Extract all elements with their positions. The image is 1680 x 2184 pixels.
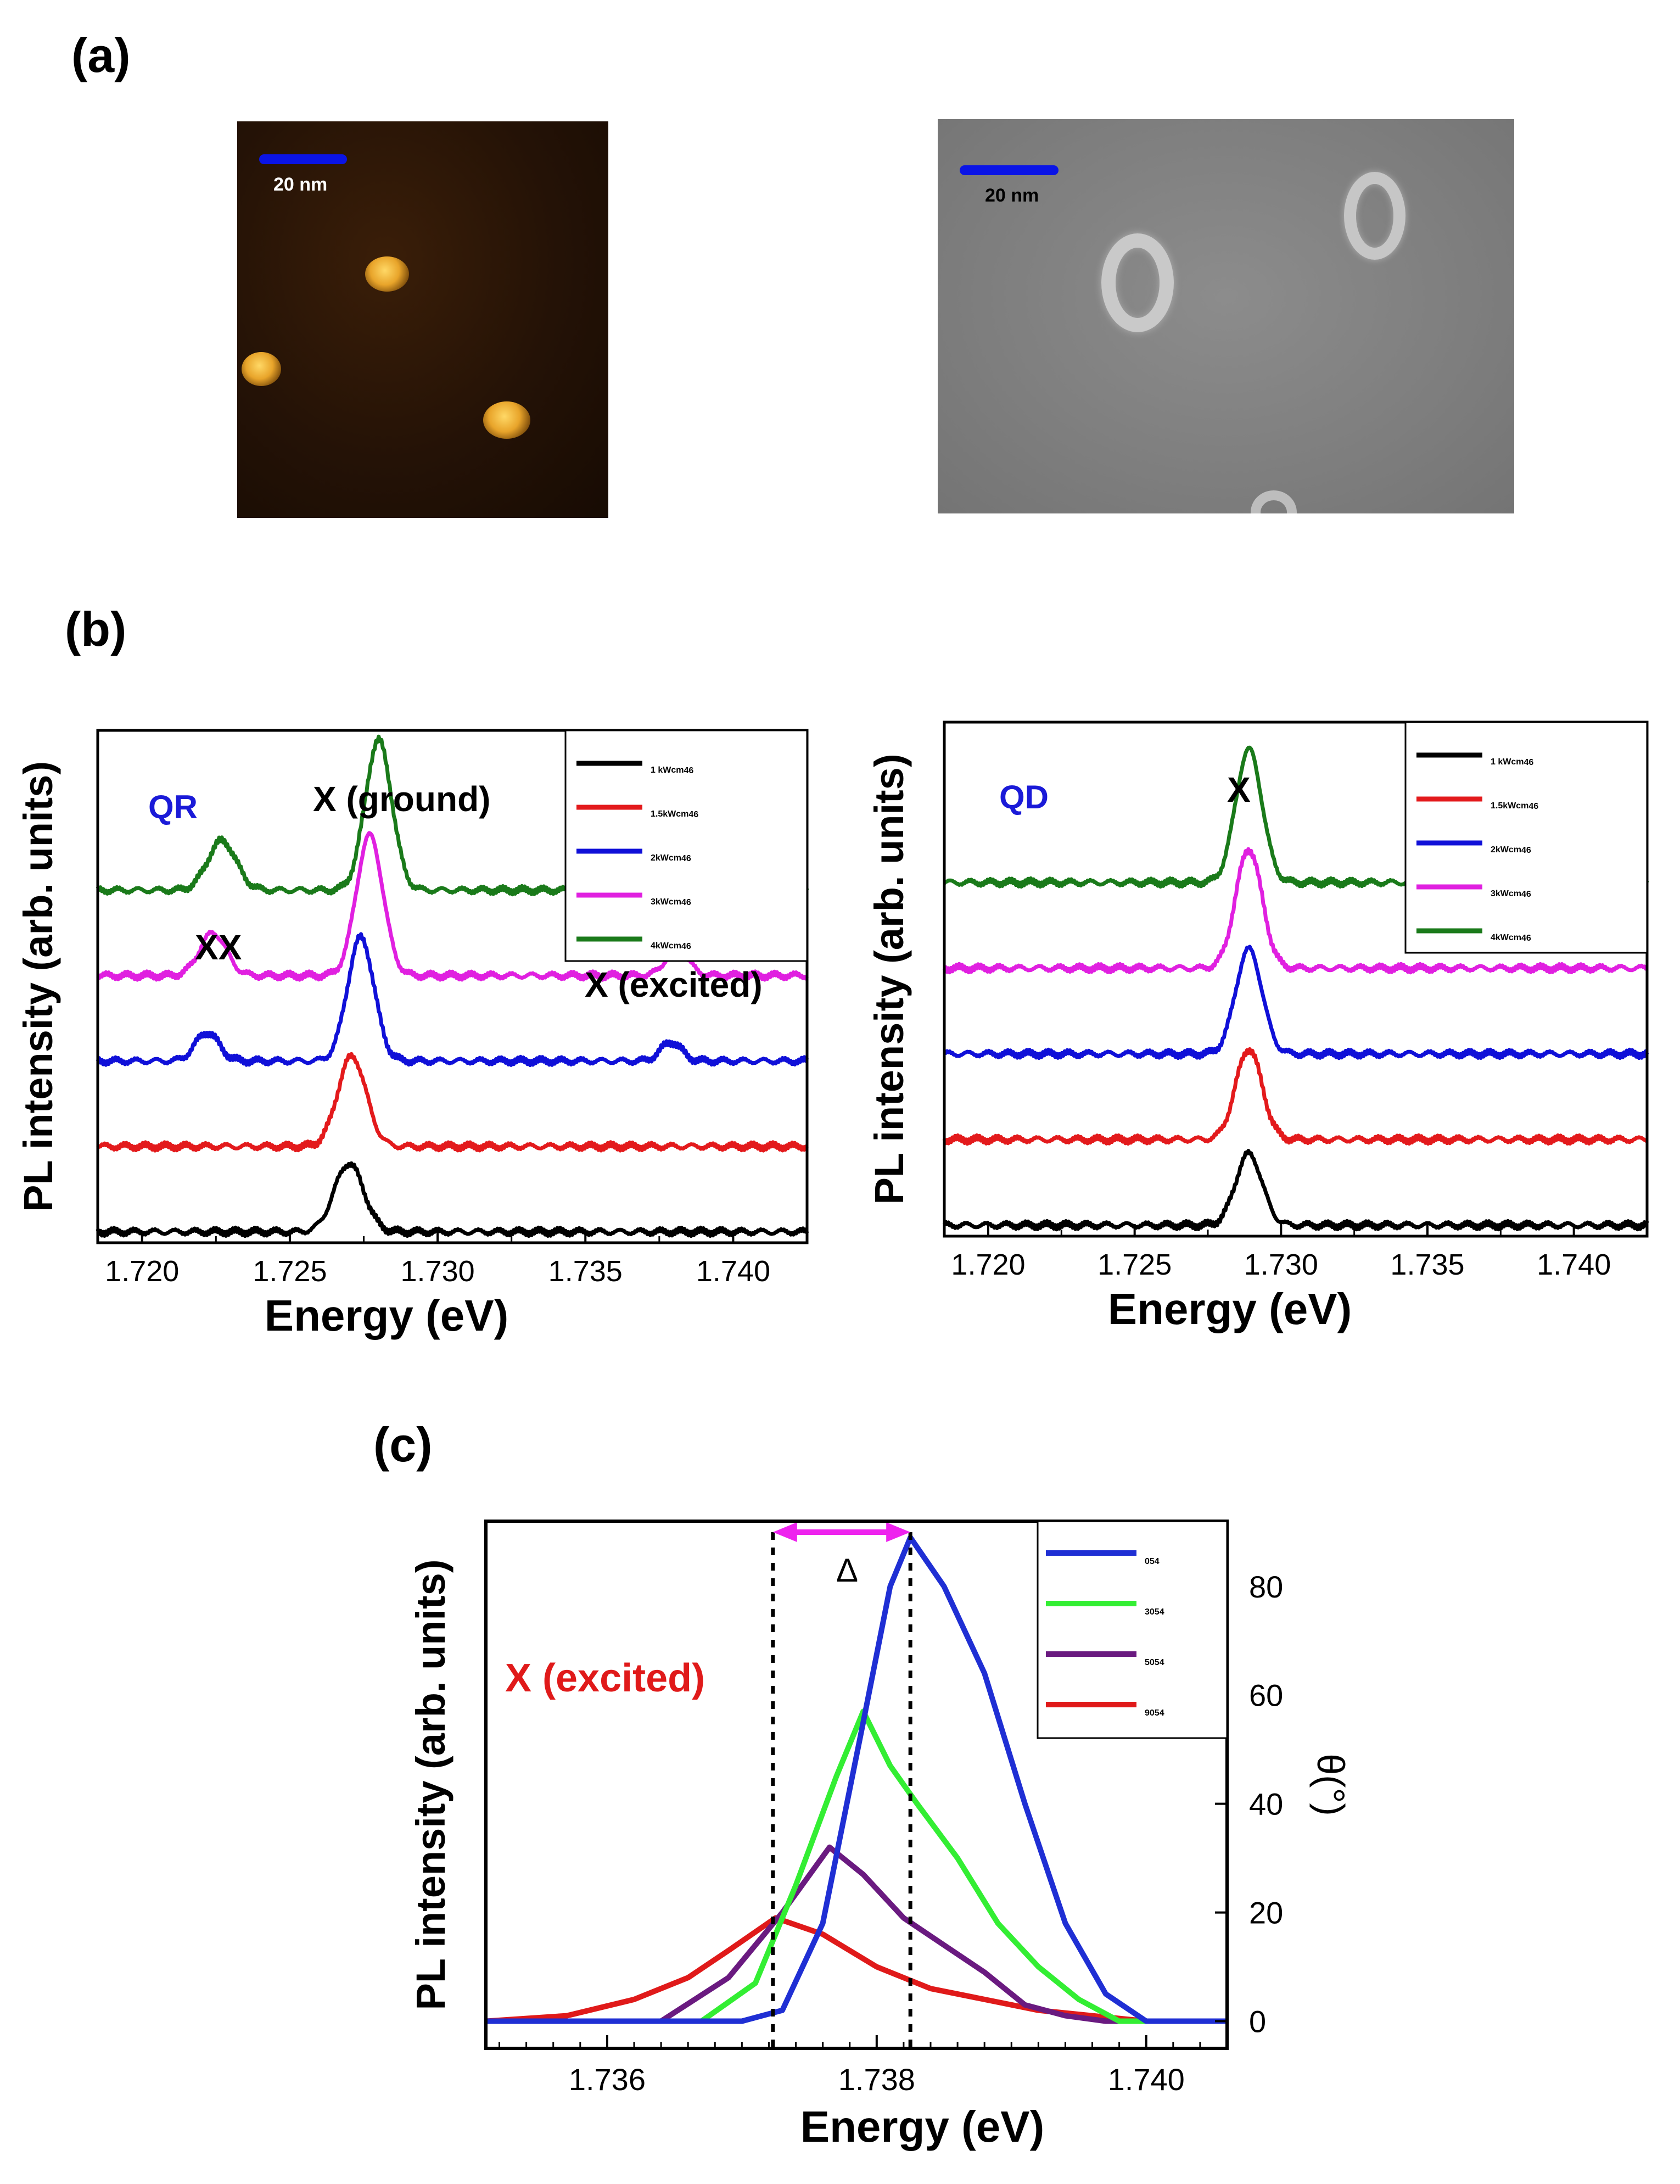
delta-arrow-head	[886, 1522, 911, 1542]
corner-label: QD	[999, 779, 1049, 815]
legend-label: 1 kWcm46	[1491, 757, 1533, 767]
y-axis-label: PL intensity (arb. units)	[15, 761, 61, 1212]
y-right-axis-label: θ(°)	[1309, 1753, 1352, 1816]
afm-scale-bar	[259, 154, 347, 164]
qd-spectrum-chart: 1.720 1.725 1.730 1.735 1.740 Energy (eV) PL i…	[866, 720, 1649, 1333]
series-line	[486, 1708, 1227, 2024]
x-tick-label: 1.730	[1244, 1248, 1318, 1281]
plot-frame	[943, 720, 1649, 1238]
y-axis-label: PL intensity (arb. units)	[866, 754, 912, 1205]
y-axis-label: PL intensity (arb. units)	[408, 1560, 453, 2010]
series-line	[485, 1915, 1227, 2024]
x-tick-label: 1.725	[1097, 1248, 1172, 1281]
y-right-tick-label: 60	[1249, 1678, 1283, 1713]
x-tick-label: 1.730	[401, 1255, 475, 1288]
x-tick-label: 1.735	[548, 1255, 623, 1288]
plot-frame	[96, 729, 809, 1244]
legend-label: 1 kWcm46	[651, 766, 693, 775]
x-tick-label: 1.740	[1537, 1248, 1611, 1281]
series-line	[486, 1844, 1227, 2024]
afm-image: 20 nm	[237, 121, 608, 518]
legend-label: 1.5kWcm46	[651, 809, 698, 819]
y-right-tick-label: 20	[1249, 1896, 1283, 1930]
x-tick-label: 1.725	[253, 1255, 327, 1288]
x-tick-label: 1.740	[1108, 2062, 1185, 2097]
series-line	[942, 1047, 1649, 1146]
series-line	[942, 847, 1648, 975]
legend-label: 1.5kWcm46	[1491, 801, 1538, 811]
legend-label: 3054	[1145, 1607, 1164, 1617]
x-axis-label: Energy (eV)	[1108, 1284, 1352, 1333]
x-tick-label: 1.720	[105, 1255, 179, 1288]
x-tick-label: 1.740	[696, 1255, 770, 1288]
legend-box	[564, 729, 808, 962]
afm-dot	[365, 256, 409, 292]
peak-annotation: X (excited)	[585, 965, 763, 1004]
afm-dot	[483, 401, 530, 439]
peak-annotation: XX	[195, 928, 242, 967]
legend-label: 2kWcm46	[651, 853, 691, 863]
legend-label: 5054	[1145, 1658, 1164, 1667]
peak-annotation: X	[1227, 770, 1251, 809]
y-right-tick-label: 40	[1249, 1787, 1283, 1822]
legend-label: 3kWcm46	[651, 897, 691, 907]
y-right-tick-label: 80	[1249, 1569, 1283, 1604]
sem-ring	[1251, 490, 1297, 513]
sem-scale-label: 20 nm	[985, 185, 1039, 206]
delta-arrow-head	[772, 1522, 797, 1542]
series-line	[486, 1534, 1227, 2024]
legend-label: 2kWcm46	[1491, 845, 1531, 855]
series-line	[96, 1052, 809, 1153]
corner-label: X (excited)	[505, 1656, 705, 1700]
afm-dot	[242, 352, 281, 386]
x-axis-label: Energy (eV)	[265, 1291, 509, 1340]
x-tick-label: 1.735	[1390, 1248, 1464, 1281]
legend-label: 054	[1145, 1557, 1160, 1566]
sem-scale-bar	[960, 165, 1059, 175]
x-tick-label: 1.738	[838, 2062, 915, 2097]
x-axis-label: Energy (eV)	[800, 2102, 1045, 2151]
panel-a-label: (a)	[71, 28, 131, 82]
sem-ring	[1101, 233, 1174, 332]
legend-label: 3kWcm46	[1491, 889, 1531, 899]
legend-box	[1404, 721, 1648, 954]
x-tick-label: 1.736	[569, 2062, 646, 2097]
legend-label: 9054	[1145, 1708, 1164, 1718]
series-line	[96, 1161, 809, 1238]
delta-label: Δ	[836, 1552, 858, 1589]
x-tick-label: 1.720	[951, 1248, 1025, 1281]
legend-label: 4kWcm46	[651, 941, 691, 951]
sem-image: 20 nm	[938, 119, 1514, 513]
series-line	[96, 932, 809, 1068]
peak-annotation: X (ground)	[313, 779, 490, 819]
panel-c-label: (c)	[373, 1417, 433, 1472]
series-line	[943, 945, 1649, 1060]
qr-spectrum-chart: 1.720 1.725 1.730 1.735 1.740 Energy (eV) PL i…	[15, 729, 809, 1340]
panel-b-label: (b)	[65, 602, 127, 656]
corner-label: QR	[148, 789, 198, 825]
series-line	[942, 1149, 1649, 1232]
afm-scale-label: 20 nm	[273, 174, 328, 195]
sem-ring	[1344, 172, 1405, 260]
polarization-chart: Δ 1.736 1.738 1.740 0 20 40 60 80 Energy (eV) PL i…	[408, 1520, 1352, 2151]
y-right-tick-label: 0	[1249, 2004, 1266, 2039]
legend-label: 4kWcm46	[1491, 933, 1531, 943]
plot-frame	[484, 1520, 1229, 2050]
